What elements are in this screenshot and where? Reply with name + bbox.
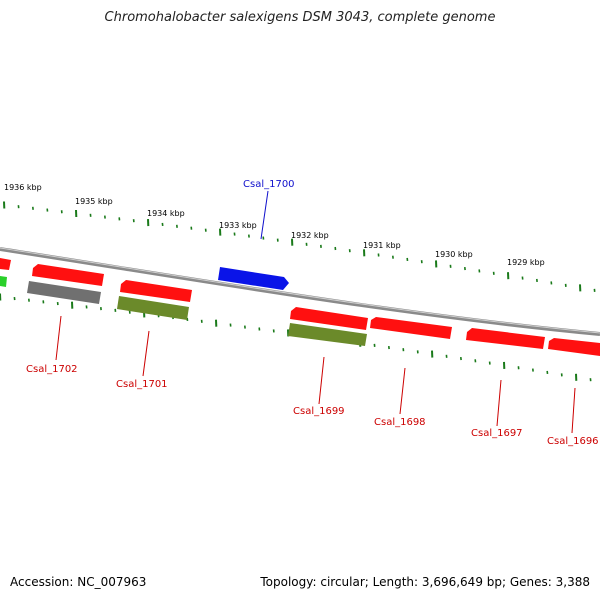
leader-line — [260, 190, 269, 240]
kbp-label: 1936 kbp — [4, 183, 42, 192]
leader-line — [142, 330, 150, 377]
kbp-label: 1935 kbp — [75, 197, 113, 206]
kbp-label: 1933 kbp — [219, 221, 257, 230]
kbp-label: 1931 kbp — [363, 241, 401, 250]
gene-features — [0, 258, 600, 356]
upper-tick-ruler — [3, 201, 596, 292]
kbp-label: 1930 kbp — [435, 250, 473, 259]
leader-line — [571, 387, 576, 434]
gene-arrow[interactable] — [290, 307, 368, 330]
gene-arrow-Csal_1702[interactable] — [27, 281, 101, 304]
gene-arrow-Csal_1699[interactable] — [288, 323, 367, 346]
gene-label[interactable]: Csal_1696 — [547, 436, 599, 447]
gene-arrow-Csal_1701[interactable] — [117, 296, 189, 320]
kbp-label: 1932 kbp — [291, 231, 329, 240]
leader-line — [55, 315, 62, 361]
leader-line — [318, 356, 325, 405]
lower-tick-ruler — [0, 293, 592, 382]
gene-label[interactable]: Csal_1698 — [374, 417, 426, 428]
gene-arrow-Csal_1696[interactable] — [548, 338, 600, 356]
genome-summary-text: Topology: circular; Length: 3,696,649 bp… — [260, 575, 590, 589]
gene-label[interactable]: Csal_1699 — [293, 406, 345, 417]
accession-text: Accession: NC_007963 — [10, 575, 147, 589]
gene-arrow[interactable] — [120, 280, 192, 302]
genome-backbone-highlight — [0, 247, 600, 334]
gene-label[interactable]: Csal_1701 — [116, 379, 168, 390]
gene-label[interactable]: Csal_1697 — [471, 428, 523, 439]
label-leader-lines — [55, 190, 576, 434]
kbp-label: 1929 kbp — [507, 258, 545, 267]
gene-label[interactable]: Csal_1700 — [243, 179, 295, 190]
gene-arrow[interactable] — [32, 264, 104, 286]
gene-labels: Csal_1702 Csal_1701 Csal_1700 Csal_1699 … — [26, 179, 599, 447]
kbp-label: 1934 kbp — [147, 209, 185, 218]
gene-arrow-Csal_1700[interactable] — [218, 267, 289, 290]
gene-arrow[interactable] — [0, 258, 11, 270]
kbp-labels: 1936 kbp 1935 kbp 1934 kbp 1933 kbp 1932… — [4, 183, 545, 267]
gene-arrow-Csal_1697[interactable] — [466, 328, 545, 349]
leader-line — [399, 367, 406, 415]
gene-arrow[interactable] — [0, 276, 7, 287]
genome-backbone — [0, 247, 600, 336]
leader-line — [496, 379, 502, 427]
map-title: Chromohalobacter salexigens DSM 3043, co… — [104, 10, 496, 25]
gene-label[interactable]: Csal_1702 — [26, 364, 78, 375]
gene-arrow-Csal_1698[interactable] — [370, 317, 452, 339]
